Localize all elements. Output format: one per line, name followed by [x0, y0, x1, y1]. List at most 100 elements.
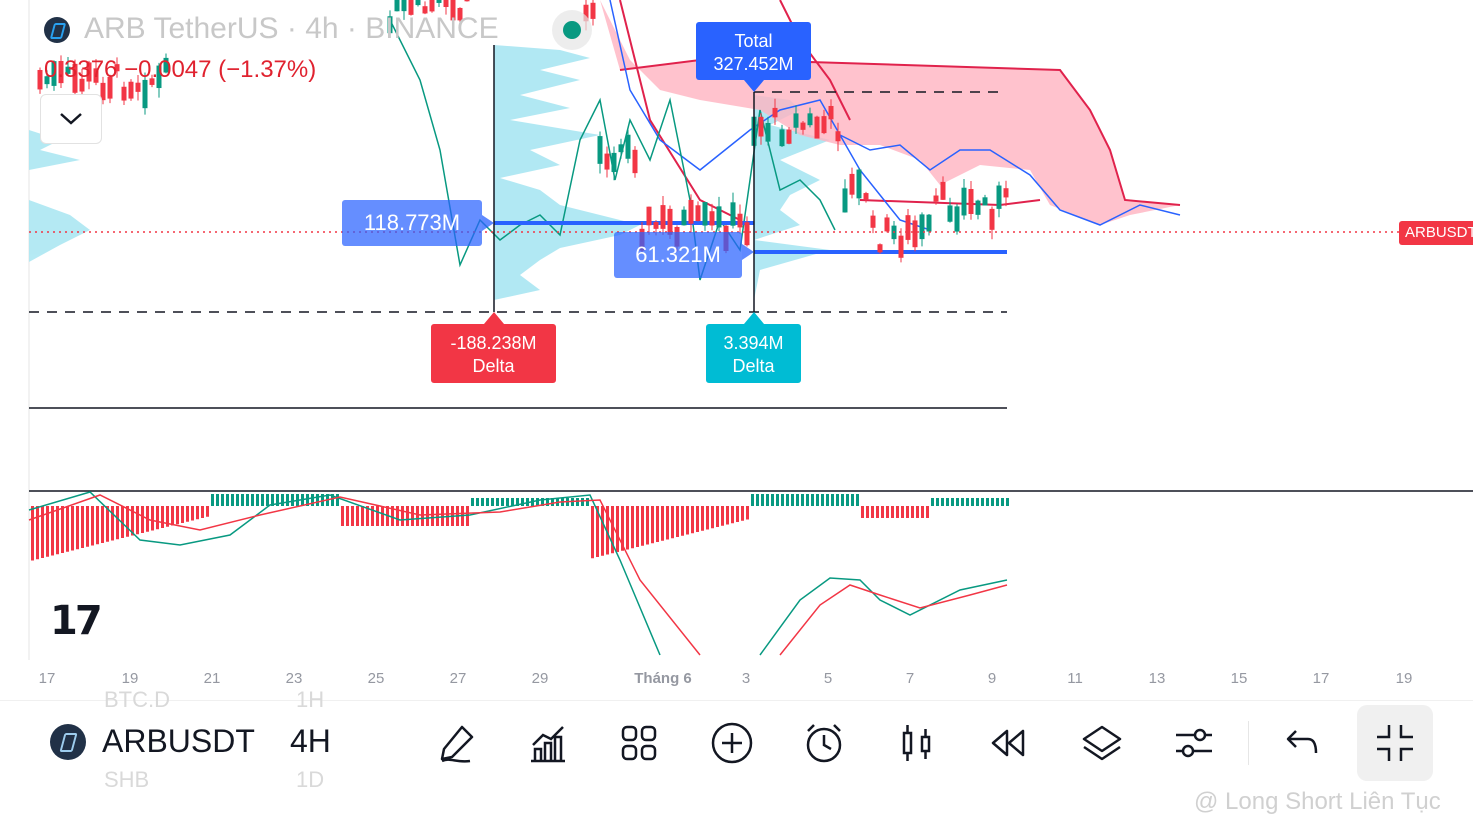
macd-bar — [281, 494, 284, 506]
candle-body — [688, 199, 694, 224]
time-axis-label: 9 — [987, 670, 997, 687]
macd-bar — [251, 494, 254, 506]
price-change: 0.3376 −0.0047 (−1.37%) — [44, 56, 317, 83]
macd-line — [28, 491, 661, 656]
symbol-selector[interactable]: ARBUSDT — [50, 723, 255, 760]
candle-body — [940, 181, 946, 200]
macd-bar — [671, 506, 674, 539]
candle-body — [128, 81, 134, 99]
macd-bar — [211, 494, 214, 506]
add-tool-button[interactable] — [704, 715, 760, 771]
macd-bar — [76, 506, 79, 550]
candle-body — [667, 208, 673, 235]
candle-body — [807, 113, 813, 126]
macd-bar — [661, 506, 664, 541]
macd-bar — [971, 498, 974, 506]
time-axis[interactable]: 17 19 21 23 25 27 29 Tháng 6 3 5 7 9 11 13 15 17 19 — [0, 670, 1473, 690]
candle-body — [996, 185, 1002, 209]
macd-bar — [976, 498, 979, 506]
macd-bar — [41, 506, 44, 558]
volume-profile-right — [754, 95, 830, 300]
macd-bar — [736, 506, 739, 522]
macd-bar — [611, 506, 614, 554]
candle-body — [926, 214, 932, 232]
candle-body — [86, 62, 92, 82]
macd-bar — [36, 506, 39, 560]
collapse-icon — [1377, 725, 1413, 761]
candle-body — [695, 205, 701, 222]
macd-bar — [641, 506, 644, 546]
macd-bar — [871, 506, 874, 518]
price-chart[interactable] — [0, 0, 1473, 700]
macd-bar — [426, 506, 429, 526]
macd-bar — [471, 498, 474, 506]
macd-bar — [156, 506, 159, 530]
macd-bar — [941, 498, 944, 506]
macd-bar — [541, 498, 544, 506]
candle-body — [37, 69, 43, 90]
macd-bar — [666, 506, 669, 540]
chart-header: ARB TetherUS · 4h · BINANCE — [44, 12, 499, 46]
sliders-icon — [1176, 728, 1212, 758]
macd-bar — [916, 506, 919, 518]
layers-tool-button[interactable] — [1074, 715, 1130, 771]
candle-body — [989, 208, 995, 230]
macd-bar — [896, 506, 899, 518]
candle-body — [590, 2, 596, 19]
macd-bar — [581, 498, 584, 506]
market-status-icon[interactable] — [552, 10, 592, 50]
indicators-tool-button[interactable] — [519, 715, 575, 771]
macd-bar — [786, 494, 789, 506]
macd-bar — [766, 494, 769, 506]
macd-bar — [1001, 498, 1004, 506]
time-axis-label: 17 — [38, 670, 56, 687]
macd-bar — [741, 506, 744, 521]
macd-bar — [196, 506, 199, 520]
exit-fullscreen-tool-button[interactable] — [1357, 705, 1433, 781]
delta-value: -188.238M — [450, 333, 537, 353]
macd-bar — [46, 506, 49, 557]
macd-bar — [246, 494, 249, 506]
undo-tool-button[interactable] — [1274, 715, 1330, 771]
macd-bar — [306, 494, 309, 506]
alert-tool-button[interactable] — [796, 715, 852, 771]
candle-body — [1003, 188, 1009, 198]
macd-bar — [466, 506, 469, 526]
arbitrum-logo-icon — [44, 17, 70, 44]
candle-body — [464, 0, 470, 2]
replay-tool-button[interactable] — [981, 715, 1037, 771]
macd-bar — [56, 506, 59, 555]
macd-bar — [946, 498, 949, 506]
macd-bar — [716, 506, 719, 527]
candle-body — [821, 116, 827, 134]
macd-bar — [806, 494, 809, 506]
candle-body — [142, 79, 148, 109]
macd-bar — [791, 494, 794, 506]
draw-tool-button[interactable] — [428, 715, 484, 771]
ghost-interval-prev: 1H — [296, 687, 325, 712]
tradingview-logo-icon[interactable]: 17 — [50, 598, 103, 644]
macd-bar — [616, 506, 619, 552]
macd-bar — [351, 506, 354, 526]
delta-value: 3.394M — [723, 333, 784, 353]
macd-bar — [31, 506, 34, 561]
macd-bar — [636, 506, 639, 547]
alarm-icon — [806, 724, 842, 763]
interval-selector[interactable]: 4H — [290, 723, 331, 759]
toolbar-divider — [1248, 721, 1249, 765]
legend-toggle-button[interactable] — [40, 94, 102, 144]
time-axis-label: 23 — [285, 670, 303, 687]
macd-bar — [81, 506, 84, 548]
candle-body — [898, 235, 904, 258]
candle-body — [786, 129, 792, 144]
macd-bar — [551, 498, 554, 506]
poc-volume-label-2: 61.321M — [614, 232, 742, 278]
templates-tool-button[interactable] — [611, 715, 667, 771]
macd-bar — [321, 494, 324, 506]
candle-body — [947, 205, 953, 222]
chart-type-tool-button[interactable] — [889, 715, 945, 771]
settings-tool-button[interactable] — [1166, 715, 1222, 771]
macd-bar — [406, 506, 409, 526]
candle-body — [884, 217, 890, 232]
macd-bar — [311, 494, 314, 506]
